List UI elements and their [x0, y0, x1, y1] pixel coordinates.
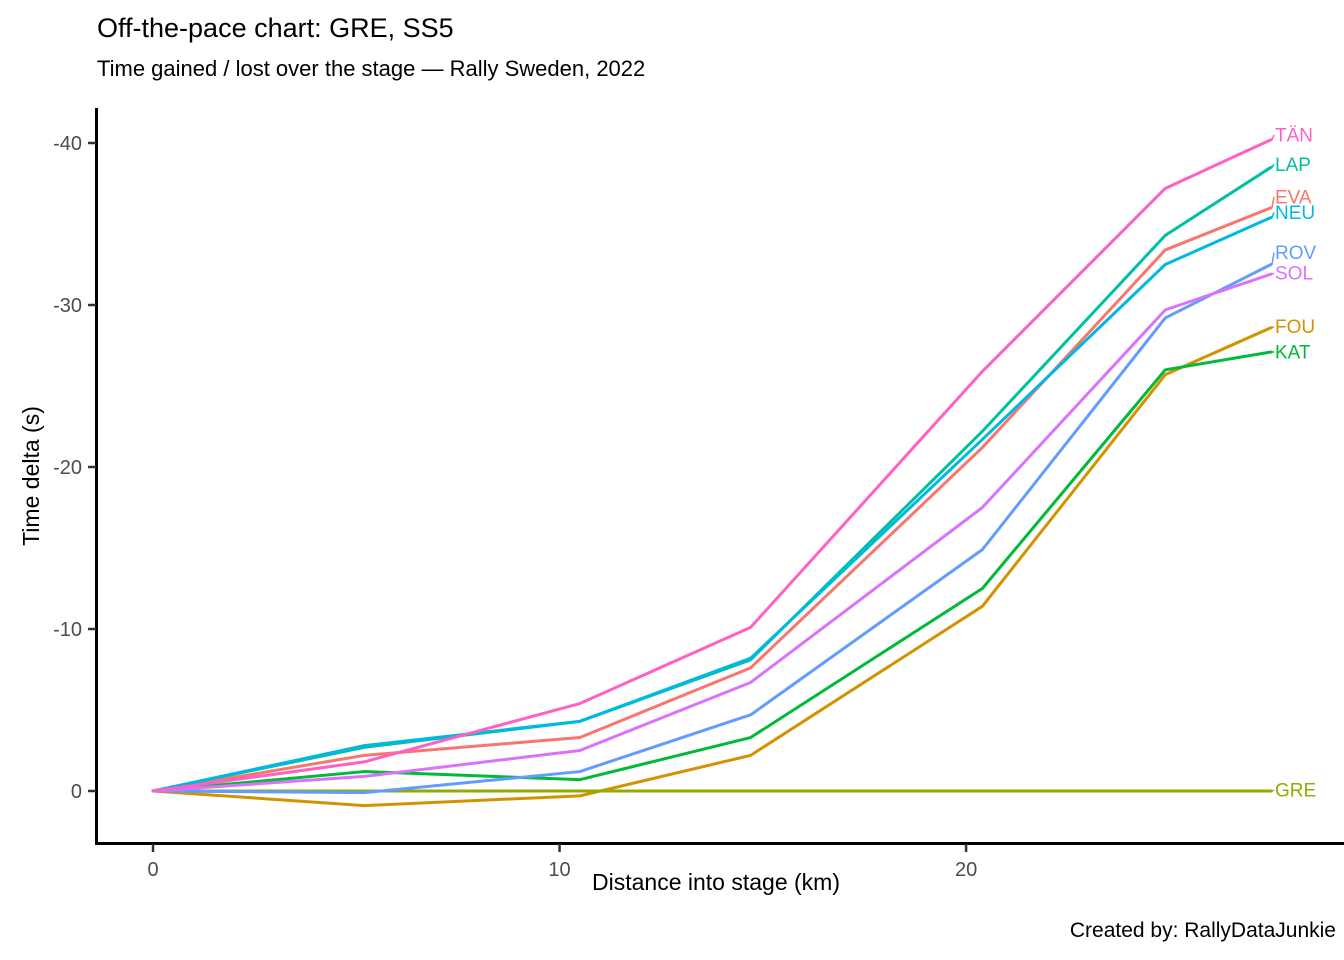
- series-label-leader-TÄN: [1271, 134, 1275, 141]
- y-tick-label: -40: [53, 133, 82, 155]
- series-label-leader-FOU: [1271, 326, 1275, 329]
- series-label-TÄN: TÄN: [1275, 125, 1313, 146]
- x-tick-label: 0: [147, 859, 158, 881]
- series-line-LAP: [151, 165, 1273, 793]
- series-label-SOL: SOL: [1275, 264, 1313, 285]
- chart-subtitle: Time gained / lost over the stage — Rall…: [97, 56, 646, 81]
- series-label-leader-GRE: [1271, 789, 1275, 792]
- y-axis-title: Time delta (s): [18, 406, 44, 546]
- series-line-KAT: [151, 350, 1273, 793]
- x-tick-label: 20: [955, 859, 977, 881]
- y-tick-label: -20: [53, 457, 82, 479]
- series-line-SOL: [151, 272, 1273, 793]
- series-label-leader-ROV: [1271, 252, 1275, 265]
- series-label-KAT: KAT: [1275, 342, 1311, 363]
- chart-title: Off-the-pace chart: GRE, SS5: [97, 13, 454, 43]
- series-label-leader-EVA: [1271, 196, 1275, 208]
- series-line-NEU: [151, 216, 1273, 793]
- series-label-LAP: LAP: [1275, 155, 1311, 176]
- series-label-leader-SOL: [1271, 272, 1275, 275]
- series-line-EVA: [151, 206, 1273, 793]
- series-label-NEU: NEU: [1275, 203, 1315, 224]
- x-tick-label: 10: [548, 859, 570, 881]
- x-axis-title: Distance into stage (km): [592, 869, 840, 895]
- y-tick-label: 0: [71, 781, 82, 803]
- footer-credit: Created by: RallyDataJunkie: [1069, 919, 1336, 942]
- y-tick-label: -10: [53, 619, 82, 641]
- series-label-FOU: FOU: [1275, 317, 1315, 338]
- series-line-ROV: [151, 263, 1273, 795]
- series-line-FOU: [151, 326, 1273, 808]
- series-label-leader-NEU: [1271, 212, 1275, 218]
- series-label-GRE: GRE: [1275, 781, 1316, 802]
- series-line-TÄN: [151, 138, 1273, 793]
- series-label-ROV: ROV: [1275, 243, 1317, 264]
- series-label-EVA: EVA: [1275, 187, 1312, 208]
- series-label-leader-LAP: [1271, 163, 1275, 168]
- y-tick-label: -30: [53, 295, 82, 317]
